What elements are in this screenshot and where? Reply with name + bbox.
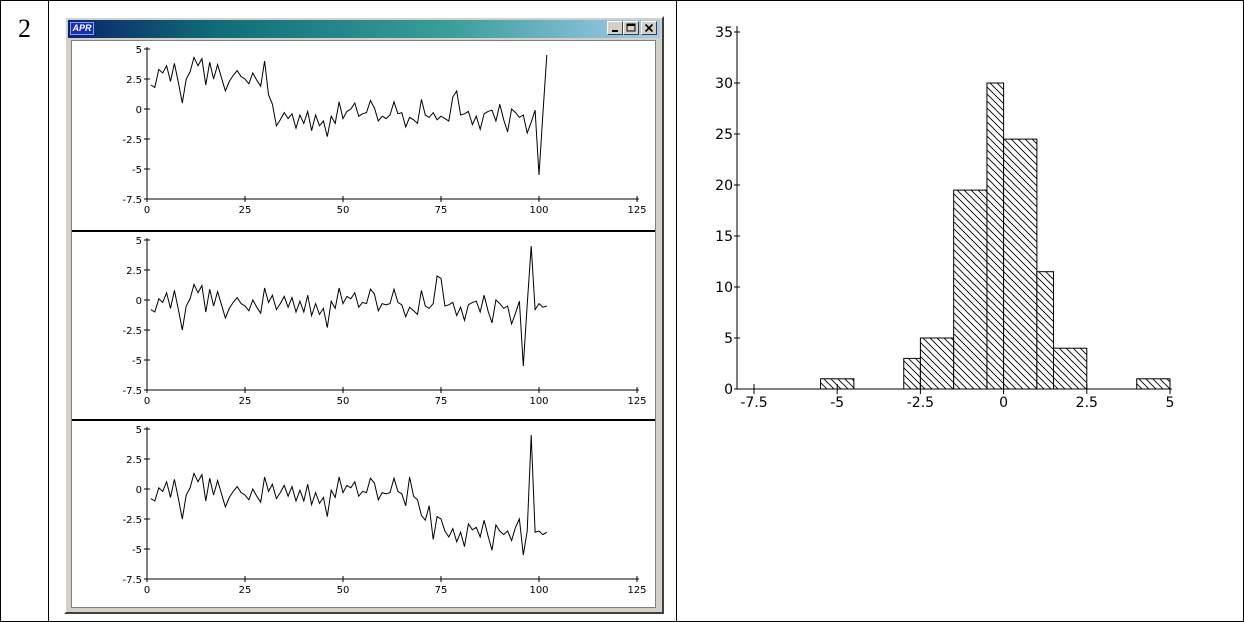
y-tick-label: 10 (715, 280, 733, 296)
y-tick-label: 0 (724, 382, 733, 398)
x-tick-label: 0 (144, 585, 150, 596)
y-tick-label: -2.5 (122, 515, 142, 526)
close-button[interactable] (641, 21, 657, 35)
row-number: 2 (18, 14, 31, 43)
y-tick-label: 35 (715, 25, 733, 41)
axes: 52.50-2.5-5-7.50 25 50 75 100 125 (122, 45, 646, 216)
y-tick-label: 15 (715, 229, 733, 245)
x-tick-label: 25 (239, 585, 252, 596)
histogram-bar (986, 82, 1005, 390)
pane-divider (72, 230, 655, 232)
maximize-icon (626, 23, 636, 32)
y-tick-label: 5 (136, 45, 142, 56)
x-tick-label: 50 (337, 585, 350, 596)
y-tick-label: 5 (136, 425, 142, 436)
histogram-bar (1036, 271, 1055, 390)
histogram-bar (1053, 347, 1088, 390)
line-chart-2: 5 2.5 0 -2.5 -5 -7.5 0 25 50 75 100 125 (72, 232, 655, 421)
x-tick-label: 0 (144, 396, 150, 407)
y-tick-label: 25 (715, 127, 733, 143)
series-line (150, 54, 548, 176)
x-tick-label: 125 (627, 396, 646, 407)
line-chart-3: 5 2.5 0 -2.5 -5 -7.5 0 25 50 75 100 125 (72, 421, 655, 610)
y-tick-label: 5 (724, 331, 733, 347)
x-tick-label: 5 (1166, 395, 1175, 411)
column-divider-right (676, 0, 677, 622)
x-tick-label: 100 (529, 396, 548, 407)
app-icon[interactable]: APR (70, 22, 94, 35)
histogram-bar (953, 189, 988, 390)
y-tick-label: 2.5 (126, 455, 142, 466)
series-line (150, 434, 548, 556)
title-bar[interactable]: APR (68, 20, 660, 38)
y-tick-label: 20 (715, 178, 733, 194)
y-tick-label: 2.5 (126, 266, 142, 277)
y-tick-label: -5 (132, 545, 142, 556)
x-tick-label: -7.5 (740, 395, 767, 411)
x-tick-label: 0 (999, 395, 1008, 411)
maximize-button[interactable] (623, 21, 639, 35)
plot-window[interactable]: APR 5 2.5 0 -2.5 -5 -7.5 0 25 50 75 100 125 5 2.5 0 -2… (64, 16, 664, 614)
x-tick-label: 0 (144, 205, 150, 216)
series-line (150, 245, 547, 367)
y-tick-label: 2.5 (126, 75, 142, 86)
pane-divider (72, 419, 655, 421)
x-tick-label: 125 (627, 585, 646, 596)
y-tick-label: -5 (132, 356, 142, 367)
y-tick-label: 0 (136, 485, 142, 496)
axes: 52.50-2.5-5-7.50 25 50 75 100 125 (122, 425, 646, 596)
minimize-button[interactable] (607, 21, 623, 35)
histogram-bar (919, 337, 955, 390)
x-tick-label: -2.5 (907, 395, 934, 411)
y-tick-label: -7.5 (122, 195, 142, 206)
plot-area: 5 2.5 0 -2.5 -5 -7.5 0 25 50 75 100 125 5 2.5 0 -2.5 -5… (71, 40, 656, 608)
axes: 52.50-2.5-5-7.50 25 50 75 100 125 (122, 236, 646, 407)
x-tick-label: 50 (337, 396, 350, 407)
x-tick-label: 75 (435, 396, 448, 407)
histogram-bar (1003, 138, 1038, 390)
y-tick-label: 0 (136, 105, 142, 116)
histogram-bar (903, 357, 921, 390)
close-icon (644, 23, 654, 33)
histogram: 35 30 25 20 15 10 5 0 -7.5 -5 -2.5 0 2.5 5 (690, 14, 1230, 439)
x-tick-label: 100 (529, 205, 548, 216)
x-tick-label: 75 (435, 585, 448, 596)
y-tick-label: 5 (136, 236, 142, 247)
y-tick-label: -7.5 (122, 575, 142, 586)
histogram-bar (1136, 378, 1171, 390)
line-chart-1: 5 2.5 0 -2.5 -5 -7.5 0 25 50 75 100 125 (72, 41, 655, 230)
x-tick-label: 2.5 (1076, 395, 1098, 411)
x-tick-label: 75 (435, 205, 448, 216)
y-tick-label: -2.5 (122, 135, 142, 146)
x-tick-label: -5 (830, 395, 844, 411)
y-tick-label: 0 (136, 296, 142, 307)
x-tick-label: 50 (337, 205, 350, 216)
x-tick-label: 125 (627, 205, 646, 216)
y-tick-label: -2.5 (122, 326, 142, 337)
y-tick-label: -7.5 (122, 386, 142, 397)
minimize-icon (612, 30, 618, 32)
column-divider-left (48, 0, 49, 622)
y-tick-label: 30 (715, 76, 733, 92)
x-tick-label: 25 (239, 396, 252, 407)
x-tick-label: 100 (529, 585, 548, 596)
x-tick-label: 25 (239, 205, 252, 216)
y-tick-label: -5 (132, 165, 142, 176)
